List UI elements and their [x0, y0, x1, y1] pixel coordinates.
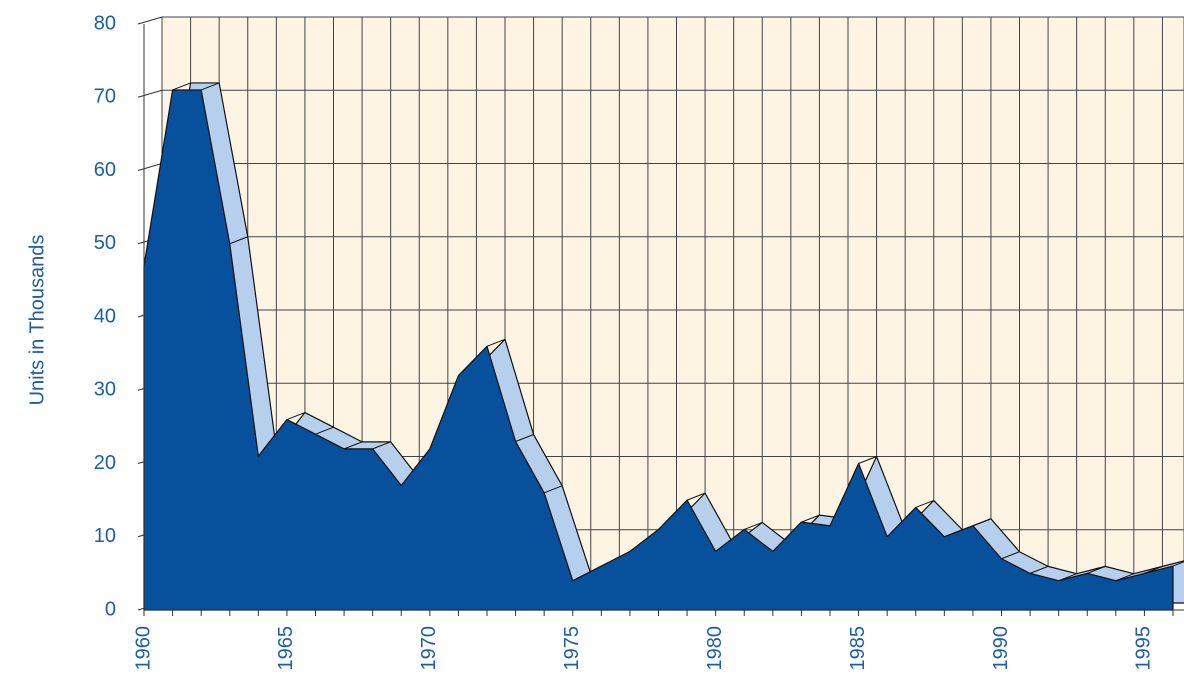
area-edge [1172, 561, 1184, 567]
y-tick-label: 50 [94, 232, 116, 254]
area-edge [200, 82, 220, 91]
x-tick-label: 1970 [418, 626, 440, 671]
y-tick-mark [137, 16, 163, 25]
y-axis-label: Units in Thousands [26, 235, 48, 406]
x-tick-label: 1990 [990, 626, 1012, 671]
area-edge [744, 521, 763, 530]
area-edge [1029, 565, 1049, 574]
area-edge [172, 82, 191, 91]
area [143, 89, 1174, 611]
y-tick-label: 40 [94, 305, 116, 327]
y-tick-label: 20 [94, 452, 116, 474]
area-edge [515, 434, 534, 442]
area-edge [343, 441, 363, 450]
area-edge [229, 236, 248, 245]
y-tick-label: 80 [94, 12, 116, 34]
y-tick-mark [137, 89, 163, 98]
y-tick-label: 70 [94, 86, 116, 108]
area-edge [801, 514, 820, 523]
area-edge [858, 456, 877, 464]
x-tick-label: 1975 [561, 626, 583, 671]
x-tick-label: 1960 [132, 626, 154, 671]
y-tick-mark [137, 163, 163, 171]
area-edge [1001, 551, 1020, 560]
y-tick-label: 10 [94, 525, 116, 547]
area-edge [315, 426, 334, 435]
area-edge [286, 412, 306, 421]
area-edge [915, 499, 934, 508]
y-tick-label: 30 [94, 379, 116, 401]
x-tick-label: 1995 [1133, 626, 1155, 671]
area-edge [372, 441, 391, 450]
x-tick-label: 1965 [275, 626, 297, 671]
y-tick-label: 60 [94, 159, 116, 181]
x-tick-label: 1985 [847, 626, 869, 671]
area-edge [686, 492, 706, 501]
y-tick-label: 0 [105, 598, 116, 620]
area-edge [1087, 565, 1106, 574]
area-edge [972, 518, 992, 527]
x-tick-label: 1980 [704, 626, 726, 671]
area-edge [543, 485, 563, 494]
area-edge [486, 338, 506, 347]
